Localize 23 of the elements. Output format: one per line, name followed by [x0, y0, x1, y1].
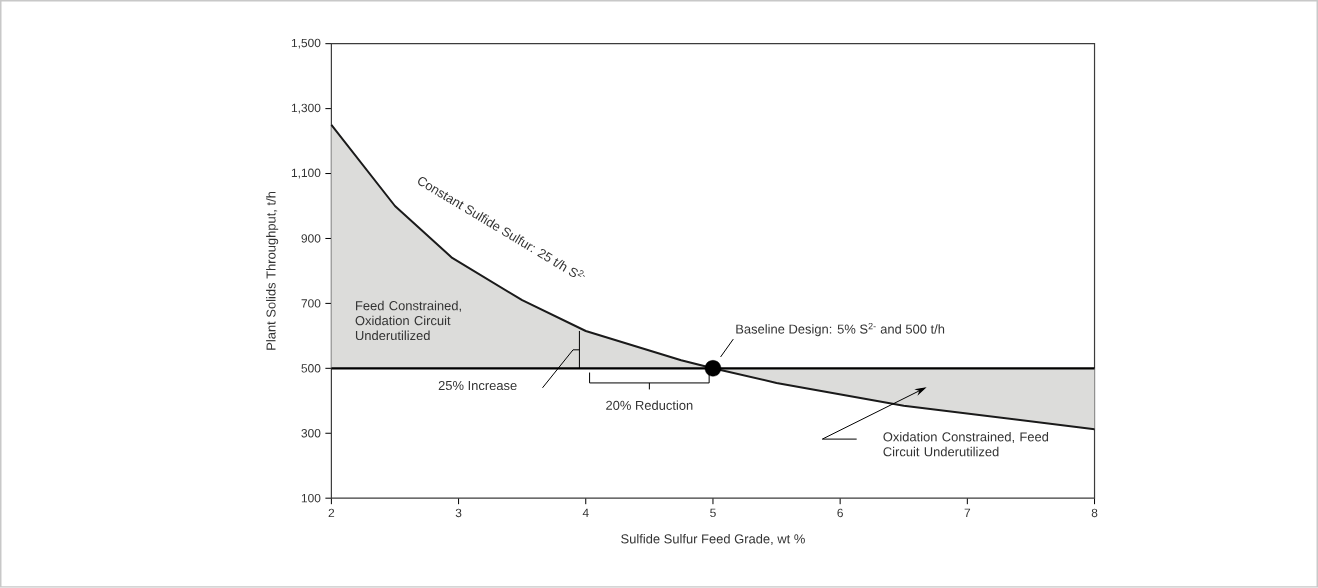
x-tick-label: 5 [710, 508, 716, 518]
y-tick-label: 1,100 [291, 168, 321, 179]
y-tick-label: 1,500 [291, 38, 321, 49]
y-tick-label: 900 [301, 234, 321, 243]
annotation: Baseline Design: 5% S$^{2-}$ and 500 t/h [736, 322, 945, 337]
x-axis-title: Sulfide Sulfur Feed Grade, wt % [621, 534, 805, 546]
annotation: Oxidation Constrained, Feed Circuit Underutilized [883, 431, 1049, 457]
y-tick-label: 100 [301, 494, 321, 503]
x-tick-label: 3 [455, 508, 462, 518]
x-tick-label: 2 [328, 508, 335, 518]
x-tick-label: 6 [837, 508, 843, 518]
x-tick-label: 8 [1091, 508, 1098, 518]
y-tick-label: 500 [301, 364, 321, 373]
line-series [330, 123, 1096, 431]
y-tick-label: 700 [301, 299, 321, 308]
y-tick-label: 1,300 [291, 103, 321, 114]
x-tick-label: 7 [964, 508, 971, 517]
y-tick-label: 300 [301, 429, 321, 438]
annotation: 20% Reduction [606, 400, 693, 411]
y-axis-title: Plant Solids Throughput, t/h [266, 192, 279, 350]
annotation: Feed Constrained, Oxidation Circuit Underutilized [355, 300, 461, 341]
x-tick-label: 4 [582, 508, 589, 517]
annotation: 25% Increase [438, 381, 517, 391]
